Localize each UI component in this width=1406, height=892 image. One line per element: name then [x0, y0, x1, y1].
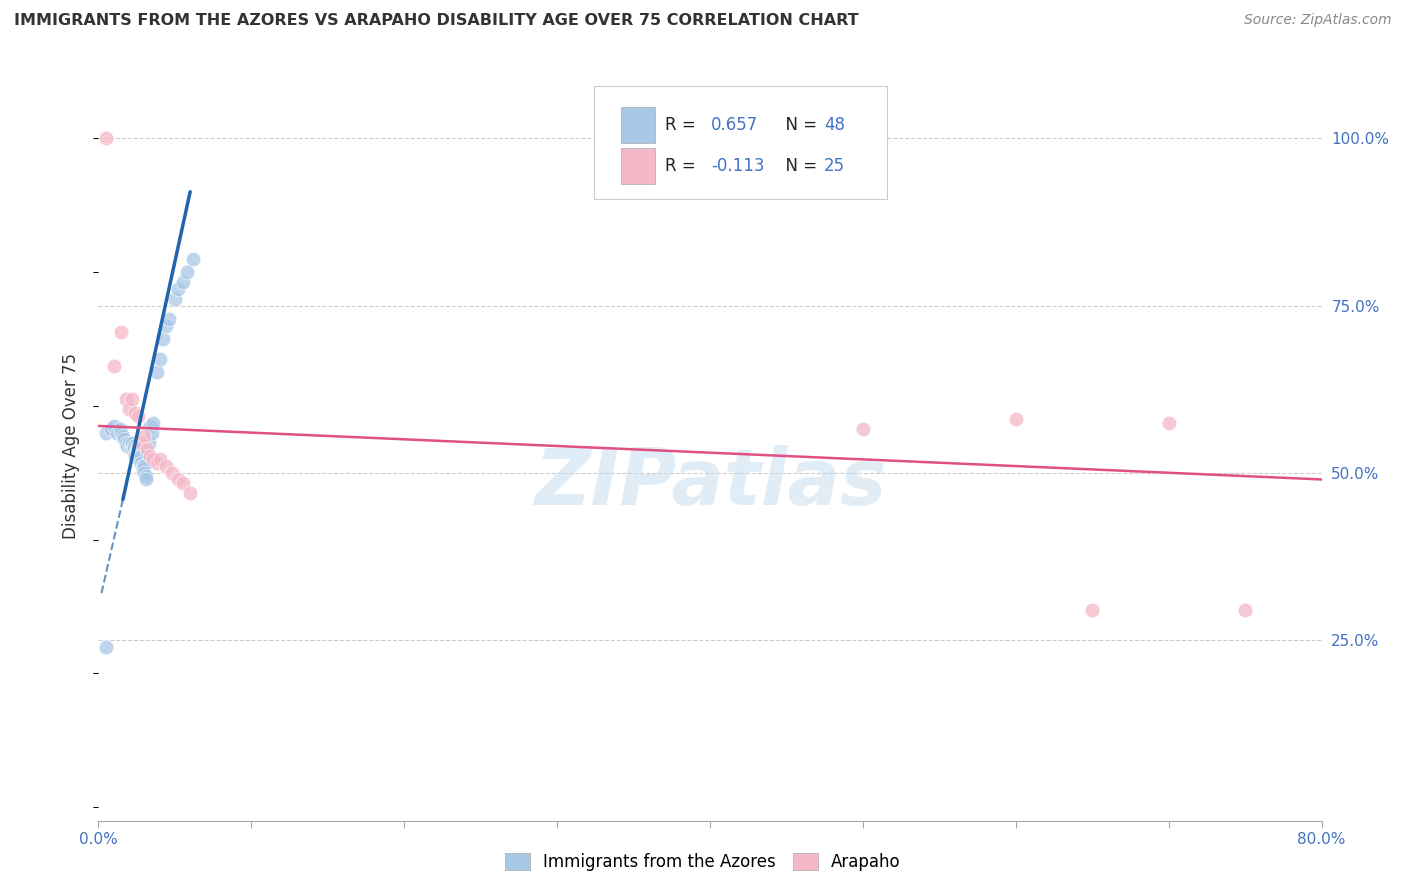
- Point: [132, 459, 155, 474]
- Text: 0.657: 0.657: [711, 116, 758, 134]
- Point: [155, 459, 177, 474]
- Point: [129, 449, 152, 463]
- Point: [172, 475, 194, 490]
- Point: [125, 446, 148, 460]
- Point: [94, 131, 117, 145]
- Point: [135, 469, 157, 483]
- Text: ZIPatlas: ZIPatlas: [534, 445, 886, 522]
- Point: [145, 366, 167, 380]
- Point: [852, 422, 875, 436]
- Point: [127, 442, 149, 457]
- Point: [115, 392, 138, 407]
- Text: R =: R =: [665, 116, 700, 134]
- FancyBboxPatch shape: [593, 87, 887, 199]
- Point: [124, 406, 146, 420]
- Text: 48: 48: [824, 116, 845, 134]
- Point: [110, 326, 132, 340]
- Point: [121, 435, 143, 450]
- Point: [127, 409, 149, 423]
- Point: [172, 275, 194, 289]
- Point: [142, 452, 165, 467]
- Point: [105, 425, 128, 440]
- Point: [124, 449, 146, 463]
- Point: [129, 435, 152, 450]
- Point: [136, 442, 159, 457]
- Point: [155, 318, 177, 333]
- Text: N =: N =: [775, 116, 823, 134]
- Point: [139, 419, 162, 434]
- Point: [108, 422, 131, 436]
- Text: IMMIGRANTS FROM THE AZORES VS ARAPAHO DISABILITY AGE OVER 75 CORRELATION CHART: IMMIGRANTS FROM THE AZORES VS ARAPAHO DI…: [14, 13, 859, 29]
- Point: [127, 446, 149, 460]
- Point: [176, 265, 198, 279]
- Point: [111, 429, 134, 443]
- Point: [134, 466, 156, 480]
- Point: [1004, 412, 1026, 426]
- Point: [145, 456, 167, 470]
- Point: [138, 435, 160, 450]
- Point: [128, 449, 150, 463]
- Point: [124, 446, 146, 460]
- Point: [142, 416, 165, 430]
- FancyBboxPatch shape: [620, 148, 655, 184]
- Point: [125, 442, 148, 457]
- Legend: Immigrants from the Azores, Arapaho: Immigrants from the Azores, Arapaho: [496, 845, 910, 880]
- Point: [135, 473, 157, 487]
- Point: [160, 466, 183, 480]
- Point: [1081, 603, 1104, 617]
- Text: -0.113: -0.113: [711, 157, 765, 175]
- Text: N =: N =: [775, 157, 823, 175]
- Point: [112, 433, 135, 447]
- Text: R =: R =: [665, 157, 700, 175]
- Point: [128, 452, 150, 467]
- Point: [136, 446, 159, 460]
- Text: Source: ZipAtlas.com: Source: ZipAtlas.com: [1244, 13, 1392, 28]
- Point: [132, 462, 155, 476]
- Y-axis label: Disability Age Over 75: Disability Age Over 75: [62, 353, 80, 539]
- Point: [103, 359, 125, 373]
- FancyBboxPatch shape: [620, 106, 655, 143]
- Point: [152, 332, 174, 346]
- Point: [167, 282, 190, 296]
- Point: [118, 435, 141, 450]
- Point: [121, 392, 143, 407]
- Point: [121, 442, 143, 457]
- Point: [122, 442, 145, 457]
- Point: [167, 473, 190, 487]
- Point: [120, 439, 142, 453]
- Point: [149, 452, 172, 467]
- Point: [157, 312, 180, 326]
- Point: [129, 456, 152, 470]
- Point: [103, 419, 125, 434]
- Point: [134, 459, 156, 474]
- Text: 25: 25: [824, 157, 845, 175]
- Point: [115, 435, 138, 450]
- Point: [163, 292, 186, 306]
- Point: [110, 425, 132, 440]
- Point: [134, 429, 156, 443]
- Point: [1157, 416, 1180, 430]
- Point: [141, 425, 163, 440]
- Point: [100, 422, 122, 436]
- Point: [94, 640, 117, 654]
- Point: [118, 402, 141, 417]
- Point: [122, 439, 145, 453]
- Point: [179, 486, 201, 500]
- Point: [1234, 603, 1257, 617]
- Point: [139, 449, 162, 463]
- Point: [117, 439, 139, 453]
- Point: [181, 252, 204, 266]
- Point: [149, 352, 172, 367]
- Point: [94, 425, 117, 440]
